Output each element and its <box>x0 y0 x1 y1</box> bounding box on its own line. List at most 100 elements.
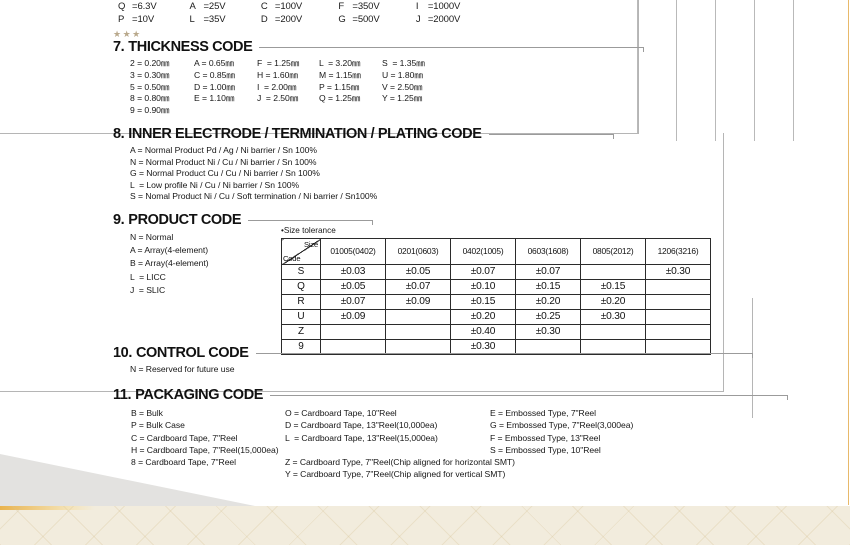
voltage-value: 200V <box>280 14 303 25</box>
tolerance-cell: ±0.30 <box>645 264 711 280</box>
section-title: INNER ELECTRODE / TERMINATION / PLATING … <box>128 126 482 142</box>
table-column-rule <box>793 0 794 141</box>
tolerance-cell: ±0.05 <box>385 264 451 280</box>
row-code: R <box>281 294 321 310</box>
table-row: R ±0.07 ±0.09 ±0.15 ±0.20 ±0.20 <box>281 294 711 310</box>
voltage-item: A <box>189 1 196 12</box>
electrode-item: G = Normal Product Cu / Cu / Ni barrier … <box>130 168 320 179</box>
tolerance-cell: ±0.15 <box>580 279 646 295</box>
row-code: Q <box>281 279 321 295</box>
voltage-value: 100V <box>280 1 303 12</box>
packaging-item: F = Embossed Type, 13"Reel <box>490 432 601 443</box>
voltage-code-row-2: P = 10V L = 35V D = 200V G = 500V J = 2000V <box>118 14 461 25</box>
thickness-item: E = 1.10㎜ <box>194 93 235 104</box>
size-tolerance-table: Size Code 01005(0402) 0201(0603) 0402(10… <box>281 238 711 355</box>
section-number: 9. <box>113 212 125 228</box>
voltage-item: F <box>338 1 345 12</box>
thickness-item: 5 = 0.50㎜ <box>130 81 170 92</box>
thickness-item: F = 1.25㎜ <box>257 58 300 68</box>
corner-code-label: Code <box>283 254 301 263</box>
thickness-item: 2 = 0.20㎜ <box>130 58 170 68</box>
footer-band <box>0 506 850 545</box>
row-code: U <box>281 309 321 325</box>
section-number: 7. <box>113 39 125 55</box>
section-product-header: 9. PRODUCT CODE <box>113 212 373 228</box>
electrode-item: N = Normal Product Ni / Cu / Ni barrier … <box>130 156 317 167</box>
column-header: 0201(0603) <box>385 238 451 265</box>
tolerance-cell <box>645 324 711 340</box>
thickness-item: Q = 1.25㎜ <box>319 93 361 104</box>
table-header-row: Size Code 01005(0402) 0201(0603) 0402(10… <box>281 238 711 265</box>
voltage-value: 350V <box>357 1 380 12</box>
voltage-item: I <box>415 1 419 12</box>
table-corner-cell: Size Code <box>281 238 321 265</box>
table-row: S ±0.03 ±0.05 ±0.07 ±0.07 ±0.30 <box>281 264 711 280</box>
heading-rule <box>248 219 373 225</box>
section-packaging-header: 11. PACKAGING CODE <box>113 387 793 403</box>
thickness-item: A = 0.65㎜ <box>194 58 234 68</box>
voltage-value: 25V <box>208 1 226 12</box>
thickness-item: C = 0.85㎜ <box>194 69 235 80</box>
control-item: N = Reserved for future use <box>130 364 235 374</box>
product-item: A = Array(4-element) <box>130 245 209 256</box>
thickness-item: U = 1.80㎜ <box>382 69 423 80</box>
packaging-item: Y = Cardboard Type, 7"Reel(Chip aligned … <box>285 469 506 480</box>
thickness-item: H = 1.60㎜ <box>257 69 298 80</box>
thickness-item: I = 2.00㎜ <box>257 81 297 92</box>
packaging-item: Z = Cardboard Type, 7"Reel(Chip aligned … <box>285 457 515 467</box>
packaging-item: 8 = Cardboard Tape, 7"Reel <box>131 457 237 468</box>
packaging-item: S = Embossed Type, 10"Reel <box>490 444 601 455</box>
column-header: 1206(3216) <box>645 238 711 265</box>
section-electrode-header: 8. INNER ELECTRODE / TERMINATION / PLATI… <box>113 126 753 142</box>
footer-band-pattern <box>0 506 850 545</box>
packaging-item: G = Embossed Type, 7"Reel(3,000ea) <box>490 420 634 431</box>
packaging-column-2: O = Cardboard Tape, 10"Reel D = Cardboar… <box>285 407 438 444</box>
thickness-item: 3 = 0.30㎜ <box>130 69 170 80</box>
tolerance-cell: ±0.15 <box>515 279 581 295</box>
electrode-item: S = Nomal Product Ni / Cu / Soft termina… <box>130 191 378 202</box>
voltage-code-row-1: Q = 6.3V A = 25V C = 100V F = 350V I = 1000V <box>118 1 461 12</box>
table-column-rule <box>754 0 755 141</box>
packaging-item: D = Cardboard Tape, 13"Reel(10,000ea) <box>285 420 438 431</box>
table-column-rule <box>637 0 638 133</box>
voltage-item: D <box>260 14 268 25</box>
voltage-item: G <box>338 14 346 25</box>
thickness-item: 8 = 0.80㎜ <box>130 93 170 104</box>
tolerance-cell <box>645 294 711 310</box>
voltage-item: P <box>118 14 125 25</box>
voltage-value: 10V <box>137 14 155 25</box>
tolerance-cell <box>580 264 646 280</box>
thickness-item: S = 1.35㎜ <box>382 58 425 68</box>
electrode-item: A = Normal Product Pd / Ag / Ni barrier … <box>130 145 317 155</box>
voltage-item: J <box>415 14 421 25</box>
section-title: CONTROL CODE <box>135 345 249 361</box>
table-row: Z ±0.40 ±0.30 <box>281 324 711 340</box>
column-header: 01005(0402) <box>320 238 386 265</box>
section-number: 11. <box>113 387 132 403</box>
section-title: PRODUCT CODE <box>128 212 242 228</box>
row-code: S <box>281 264 321 280</box>
packaging-item: P = Bulk Case <box>131 420 185 431</box>
tolerance-cell: ±0.20 <box>450 309 516 325</box>
section-title: THICKNESS CODE <box>128 39 253 55</box>
product-item: L = LICC <box>130 271 166 282</box>
thickness-item: L = 3.20㎜ <box>319 58 361 68</box>
tolerance-cell <box>580 324 646 340</box>
thickness-code-list: 2 = 0.20㎜ A = 0.65㎜ F = 1.25㎜ L = 3.20㎜ S = … <box>130 58 425 117</box>
content-panel-lower <box>0 133 724 392</box>
content-panel-upper <box>0 0 639 134</box>
table-column-rule <box>676 0 677 141</box>
product-item: B = Array(4-element) <box>130 258 209 269</box>
tolerance-cell: ±0.07 <box>450 264 516 280</box>
corner-size-label: Size <box>304 240 318 249</box>
control-code-list: N = Reserved for future use <box>130 364 235 376</box>
voltage-item: C <box>260 1 268 12</box>
voltage-value: 2000V <box>433 14 461 25</box>
packaging-column-1: B = Bulk P = Bulk Case C = Cardboard Tap… <box>131 407 279 468</box>
electrode-code-list: A = Normal Product Pd / Ag / Ni barrier … <box>130 145 377 203</box>
thickness-item: P = 1.15㎜ <box>319 81 360 92</box>
tolerance-cell: ±0.09 <box>320 309 386 325</box>
tolerance-cell: ±0.25 <box>515 309 581 325</box>
tolerance-table-caption: •Size tolerance <box>281 226 336 235</box>
voltage-item: L <box>189 14 195 25</box>
